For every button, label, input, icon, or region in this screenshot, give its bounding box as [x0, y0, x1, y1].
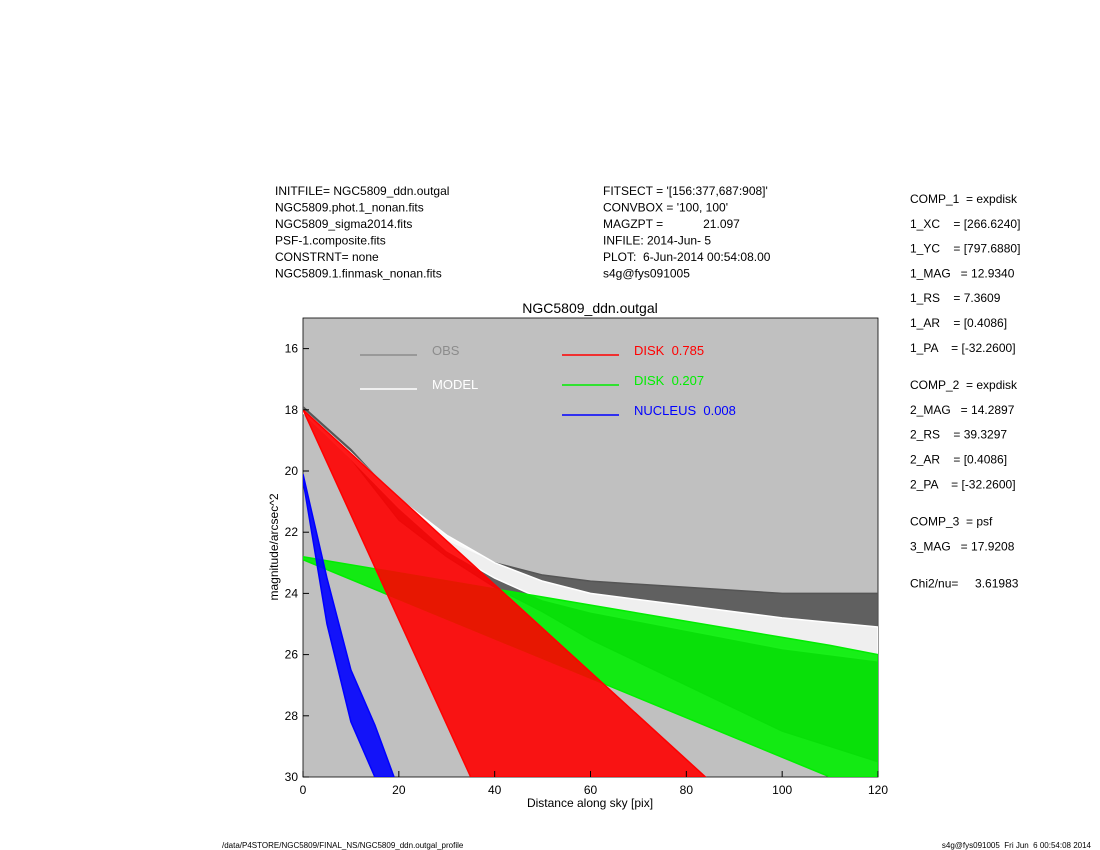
header-text: FITSECT = '[156:377,687:908]'	[603, 184, 768, 198]
component-text: 1_YC = [797.6880]	[910, 242, 1020, 256]
x-tick-label: 120	[868, 783, 888, 797]
header-text: INITFILE= NGC5809_ddn.outgal	[275, 184, 449, 198]
profile-band	[303, 409, 707, 777]
header-text: MAGZPT = 21.097	[603, 217, 740, 231]
component-text: 1_XC = [266.6240]	[910, 217, 1020, 231]
component-text: COMP_3 = psf	[910, 515, 993, 529]
y-tick-label: 22	[285, 525, 299, 539]
chart-title: NGC5809_ddn.outgal	[522, 300, 657, 316]
x-axis-label: Distance along sky [pix]	[527, 796, 653, 810]
component-text: 3_MAG = 17.9208	[910, 539, 1015, 553]
y-axis-label: magnitude/arcsec^2	[267, 493, 281, 600]
x-tick-label: 100	[772, 783, 792, 797]
footer-right: s4g@fys091005 Fri Jun 6 00:54:08 2014	[942, 841, 1092, 850]
y-tick-label: 18	[285, 403, 299, 417]
header-text: PSF-1.composite.fits	[275, 234, 386, 248]
y-tick-label: 30	[285, 770, 299, 784]
component-text: COMP_2 = expdisk	[910, 378, 1018, 392]
header-text: INFILE: 2014-Jun- 5	[603, 234, 711, 248]
component-text: 1_AR = [0.4086]	[910, 316, 1007, 330]
component-text: 2_AR = [0.4086]	[910, 453, 1007, 467]
y-tick-label: 16	[285, 342, 299, 356]
y-tick-label: 26	[285, 648, 299, 662]
header-text: NGC5809.phot.1_nonan.fits	[275, 201, 424, 215]
header-text: NGC5809.1.finmask_nonan.fits	[275, 267, 442, 281]
legend-label: DISK 0.785	[634, 343, 704, 358]
footer-left: /data/P4STORE/NGC5809/FINAL_NS/NGC5809_d…	[222, 841, 464, 850]
x-tick-label: 60	[584, 783, 598, 797]
x-tick-label: 40	[488, 783, 502, 797]
x-tick-label: 20	[392, 783, 406, 797]
header-text: s4g@fys091005	[603, 267, 690, 281]
component-text: 2_MAG = 14.2897	[910, 403, 1015, 417]
x-tick-label: 0	[300, 783, 307, 797]
component-text: 2_RS = 39.3297	[910, 428, 1007, 442]
header-text: PLOT: 6-Jun-2014 00:54:08.00	[603, 250, 771, 264]
component-text: COMP_1 = expdisk	[910, 192, 1018, 206]
component-text: 1_RS = 7.3609	[910, 291, 1001, 305]
component-text: 1_MAG = 12.9340	[910, 266, 1015, 280]
component-text: 2_PA = [-32.2600]	[910, 477, 1016, 491]
profile-band	[303, 473, 395, 777]
header-text: CONSTRNT= none	[275, 250, 379, 264]
component-text: Chi2/nu= 3.61983	[910, 577, 1019, 591]
legend-label: DISK 0.207	[634, 373, 704, 388]
legend-label: MODEL	[432, 377, 478, 392]
header-text: CONVBOX = '100, 100'	[603, 201, 728, 215]
x-tick-label: 80	[680, 783, 694, 797]
y-tick-label: 28	[285, 709, 299, 723]
y-tick-label: 24	[285, 586, 299, 600]
y-tick-label: 20	[285, 464, 299, 478]
legend-label: NUCLEUS 0.008	[634, 403, 736, 418]
component-text: 1_PA = [-32.2600]	[910, 341, 1016, 355]
header-text: NGC5809_sigma2014.fits	[275, 217, 412, 231]
legend-label: OBS	[432, 343, 460, 358]
